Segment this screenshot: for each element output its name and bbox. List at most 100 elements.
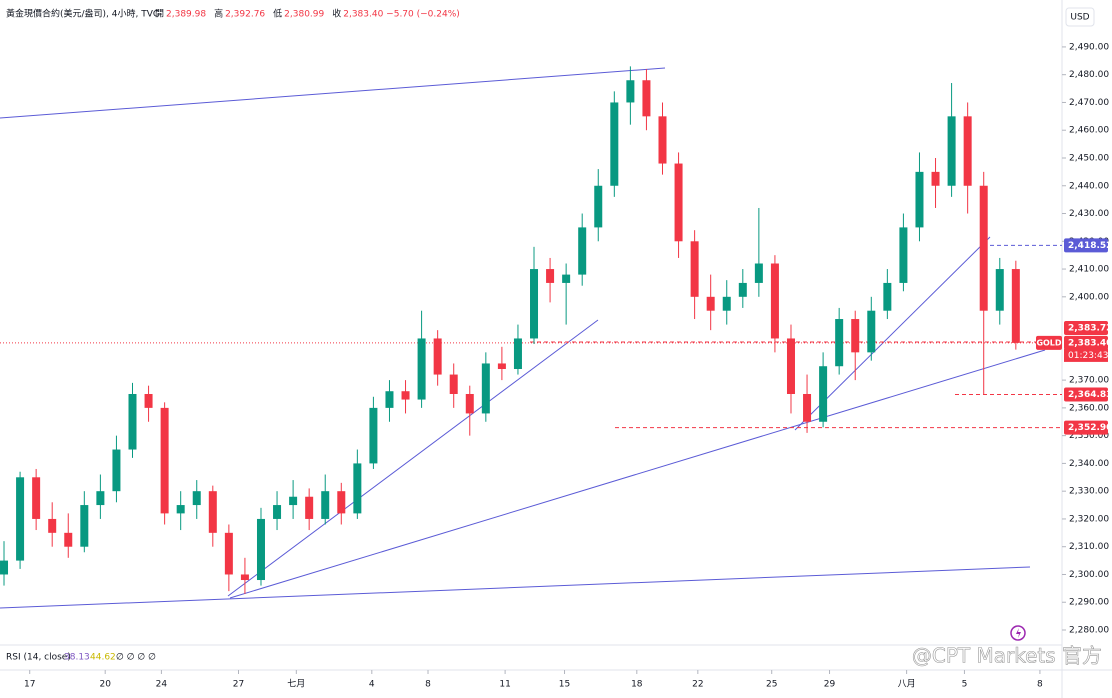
- candle-body: [0, 560, 9, 575]
- x-tick-label: 25: [766, 680, 777, 690]
- price-tag: [1064, 420, 1108, 435]
- header-label: 低: [273, 8, 282, 20]
- y-tick-label: 2,430.00: [1069, 209, 1109, 219]
- x-tick-label: 27: [233, 680, 244, 690]
- x-tick-label: 20: [99, 680, 111, 690]
- candle-body: [883, 282, 892, 311]
- chart-title: 黃金現價合約(美元/盎司), 4小時, TVC: [6, 8, 159, 20]
- candle-body: [674, 163, 683, 242]
- indicator-value: 44.62: [90, 653, 116, 663]
- trend-line: [0, 566, 1031, 609]
- header-label: 高: [214, 8, 223, 20]
- header-value: 2,380.99: [284, 10, 324, 20]
- price-tag-label: 2,418.52: [1068, 241, 1112, 251]
- candle-body: [64, 532, 73, 547]
- y-tick-label: 2,450.00: [1069, 153, 1109, 163]
- candle-body: [722, 296, 731, 311]
- x-tick-label: 15: [559, 680, 570, 690]
- x-tick-label: 8: [1037, 680, 1043, 690]
- candle-body: [128, 393, 137, 450]
- candle-body: [963, 116, 972, 186]
- candle-body: [369, 407, 378, 464]
- candle-body: [96, 491, 105, 506]
- candle-body: [48, 518, 57, 533]
- header-value: 2,392.76: [225, 10, 265, 20]
- candle-body: [546, 269, 555, 283]
- candle-body: [803, 393, 812, 422]
- y-tick-label: 2,470.00: [1069, 98, 1109, 108]
- x-tick-label: 17: [24, 680, 35, 690]
- candle-body: [738, 282, 747, 297]
- candle-body: [192, 491, 201, 506]
- candle-body: [305, 496, 314, 519]
- y-tick-label: 2,360.00: [1069, 403, 1109, 413]
- currency-box[interactable]: [1065, 7, 1095, 27]
- candle-body: [690, 241, 699, 297]
- candle-body: [353, 463, 362, 514]
- candle-body: [449, 374, 458, 394]
- indicator-extra: ∅ ∅ ∅ ∅: [116, 653, 156, 663]
- x-tick-label: 七月: [287, 679, 305, 690]
- ohlc-header: 開 2,389.98 高 2,392.76 低 2,380.99 收 2,383.40 −5.…: [155, 8, 460, 20]
- candle-body: [770, 263, 779, 339]
- alert-icon[interactable]: [1010, 625, 1026, 641]
- x-tick-label: 4: [369, 680, 375, 690]
- candle-body: [112, 449, 121, 492]
- candle-body: [337, 491, 346, 514]
- x-tick-label: 29: [824, 680, 836, 690]
- candle-body: [835, 319, 844, 367]
- candle-body: [417, 338, 426, 400]
- candle-body: [144, 393, 153, 408]
- candle-body: [465, 393, 474, 414]
- candle-body: [1011, 269, 1020, 343]
- candle-body: [706, 296, 715, 311]
- trend-line: [0, 67, 666, 119]
- candle-body: [610, 102, 619, 186]
- y-tick-label: 2,400.00: [1069, 292, 1109, 302]
- indicator-name: RSI (14, close): [6, 653, 71, 663]
- header-label: 收: [332, 8, 341, 20]
- y-tick-label: 2,410.00: [1069, 265, 1109, 275]
- price-tag-label: 2,364.83: [1068, 390, 1112, 400]
- y-tick-label: 2,370.00: [1069, 376, 1109, 386]
- candle-body: [530, 269, 539, 339]
- trend-lines: [0, 67, 1046, 609]
- candle-body: [385, 391, 394, 408]
- candle-body: [401, 391, 410, 400]
- y-tick-label: 2,300.00: [1069, 570, 1109, 580]
- x-tick-label: 18: [631, 680, 643, 690]
- y-tick-label: 2,440.00: [1069, 181, 1109, 191]
- price-tag-label: 2,352.90: [1068, 423, 1112, 433]
- x-tick-label: 24: [156, 680, 168, 690]
- candle-body: [256, 518, 265, 581]
- trend-line: [227, 319, 599, 597]
- x-tick-label: 11: [499, 680, 510, 690]
- candle-body: [176, 505, 185, 514]
- price-tag-label: 2,383.40: [1068, 338, 1112, 348]
- candle-body: [594, 185, 603, 228]
- candle-body: [578, 227, 587, 275]
- candle-body: [289, 496, 298, 506]
- candle-body: [240, 574, 249, 581]
- price-tag: [1064, 335, 1108, 350]
- countdown-tag: [1064, 348, 1108, 362]
- candle-body: [32, 477, 41, 519]
- candle-body: [786, 338, 795, 394]
- alert-bolt: [1016, 628, 1021, 638]
- trend-line: [794, 236, 991, 431]
- candle-body: [321, 491, 330, 519]
- y-tick-label: 2,460.00: [1069, 126, 1109, 136]
- y-tick-label: 2,330.00: [1069, 487, 1109, 497]
- countdown: 01:23:43: [1068, 351, 1108, 361]
- price-tag-label: 2,383.72: [1068, 324, 1112, 334]
- y-tick-label: 2,350.00: [1069, 431, 1109, 441]
- y-tick-label: 2,320.00: [1069, 514, 1109, 524]
- y-tick-label: 2,490.00: [1069, 42, 1109, 52]
- trend-line: [229, 349, 1046, 599]
- candle-body: [931, 171, 940, 186]
- candle-body: [497, 363, 506, 370]
- candle-body: [642, 80, 651, 117]
- y-tick-label: 2,310.00: [1069, 542, 1109, 552]
- candle-body: [754, 263, 763, 283]
